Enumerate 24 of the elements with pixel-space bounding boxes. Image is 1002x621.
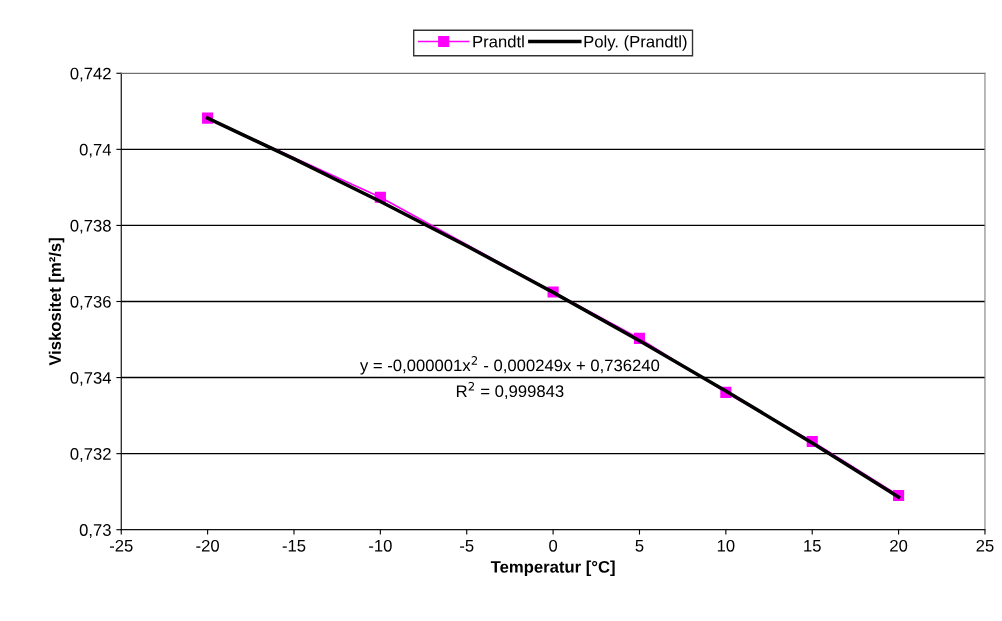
x-tick-label: 15 <box>804 540 821 552</box>
annotation: y = -0,000001x$^{2}$ - 0,000249x + 0,736240 <box>359 356 660 375</box>
y-tick-label: 0,736 <box>70 295 111 310</box>
x-tick-label: 25 <box>976 539 994 552</box>
y-tick-label: 0,73 <box>79 524 111 538</box>
x-tick-label: 0 <box>549 539 558 552</box>
x-tick-label: 20 <box>890 539 908 552</box>
y-tick-label: 0,74 <box>79 143 112 158</box>
x-tick-label: -25 <box>109 539 133 552</box>
y-tick-label: 0,742 <box>70 67 111 82</box>
y-tick-label: 0,732 <box>70 448 111 462</box>
x-tick-label: -20 <box>196 539 220 552</box>
y-tick-label: 0,738 <box>70 219 111 234</box>
legend-label: Poly. (Prandtl) <box>584 35 687 51</box>
x-axis-title: Temperatur [°C] <box>490 560 615 577</box>
x-tick-label: -10 <box>369 539 392 552</box>
legend-label: Prandtl <box>473 35 524 48</box>
x-tick-label: 5 <box>635 540 644 552</box>
x-tick-label: -5 <box>460 540 474 552</box>
x-tick-label: 10 <box>717 539 735 552</box>
y-tick-label: 0,734 <box>70 371 112 386</box>
y-axis-title: Viskositet [m²/s] <box>48 238 65 366</box>
x-tick-label: -15 <box>282 540 306 552</box>
annotation: R$^{2}$ = 0,999843 <box>456 381 564 400</box>
